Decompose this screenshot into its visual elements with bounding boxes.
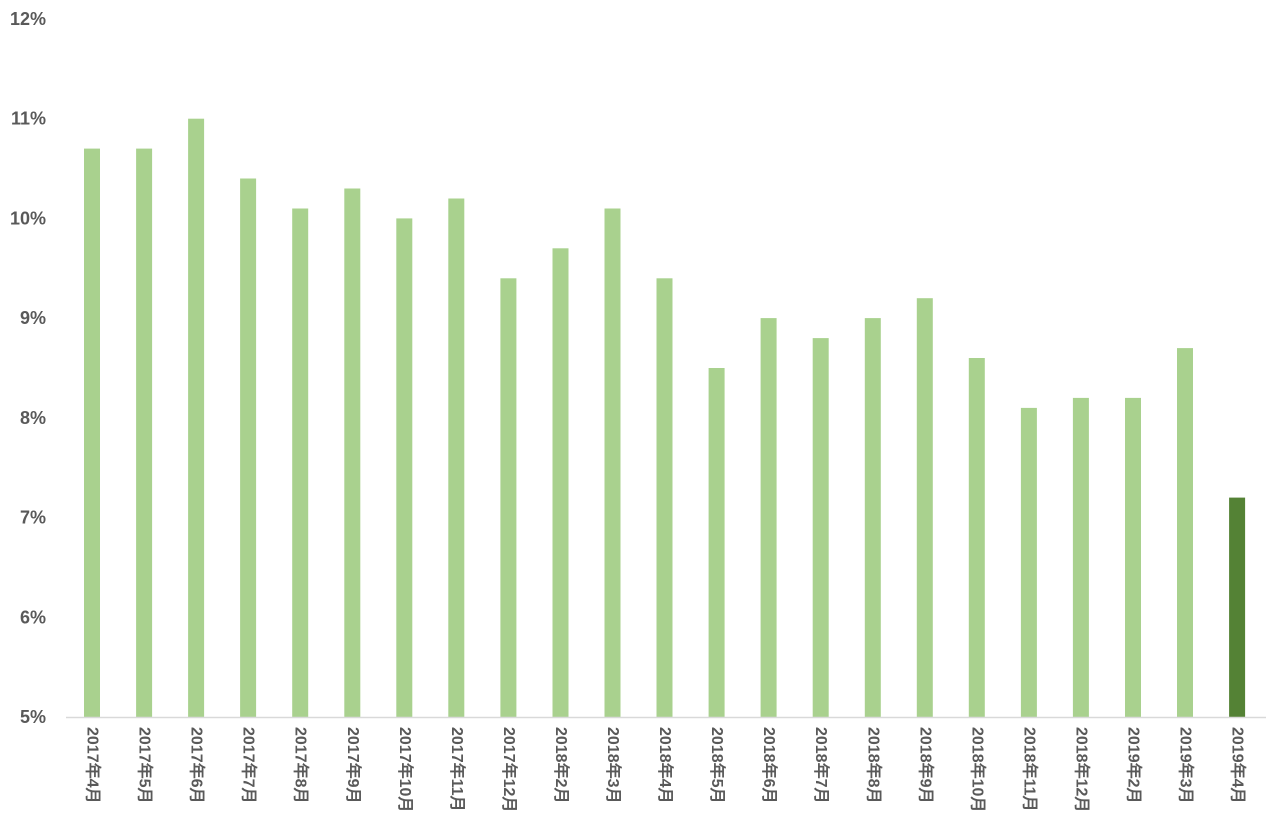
x-tick-label: 2018年2月 xyxy=(552,727,571,804)
y-tick-label: 11% xyxy=(11,109,46,129)
bar xyxy=(136,148,153,718)
x-tick-label: 2018年10月 xyxy=(968,727,987,812)
x-tick-label: 2018年7月 xyxy=(812,727,831,804)
x-tick-label: 2017年9月 xyxy=(344,727,363,804)
x-tick-label: 2017年5月 xyxy=(136,727,155,804)
x-tick-label: 2017年7月 xyxy=(240,727,259,804)
bar xyxy=(760,318,777,717)
bar xyxy=(188,118,205,717)
bar xyxy=(812,338,829,717)
x-tick-label: 2017年8月 xyxy=(292,727,311,804)
y-tick-label: 5% xyxy=(20,707,46,727)
x-tick-label: 2018年3月 xyxy=(604,727,623,804)
x-tick-label: 2019年3月 xyxy=(1177,727,1196,804)
bar xyxy=(84,148,100,718)
y-tick-label: 8% xyxy=(20,408,46,428)
bars xyxy=(84,118,1246,718)
y-tick-label: 6% xyxy=(20,607,46,627)
bar xyxy=(708,368,725,717)
x-tick-label: 2017年12月 xyxy=(500,727,519,812)
x-tick-label: 2017年10月 xyxy=(396,727,415,812)
bar xyxy=(344,188,361,717)
bar xyxy=(864,318,881,717)
x-tick-label: 2018年6月 xyxy=(760,727,779,804)
bar xyxy=(916,298,933,717)
x-tick-label: 2017年6月 xyxy=(188,727,207,804)
y-tick-label: 7% xyxy=(20,508,46,528)
y-axis-labels: 5% 6% 7% 8% 9% 10% 11% 12% xyxy=(10,9,46,727)
x-tick-label: 2018年8月 xyxy=(864,727,883,804)
y-tick-label: 10% xyxy=(10,208,46,228)
bar xyxy=(604,208,621,717)
bar xyxy=(1125,397,1141,717)
bar xyxy=(500,278,517,717)
bar xyxy=(968,358,985,717)
bar xyxy=(396,218,413,717)
x-tick-label: 2017年11月 xyxy=(448,727,467,812)
x-tick-label: 2018年9月 xyxy=(916,727,935,804)
x-tick-label: 2019年2月 xyxy=(1125,727,1144,804)
bar xyxy=(448,198,465,717)
bar xyxy=(240,178,257,717)
bar xyxy=(552,248,569,718)
y-tick-label: 12% xyxy=(10,9,46,29)
bar xyxy=(656,278,673,717)
bar xyxy=(292,208,309,717)
x-tick-label: 2018年5月 xyxy=(708,727,727,804)
bar-highlight xyxy=(1229,497,1246,717)
x-tick-label: 2018年4月 xyxy=(656,727,675,804)
bar xyxy=(1177,348,1193,717)
x-tick-label: 2019年4月 xyxy=(1229,727,1248,804)
x-tick-label: 2017年4月 xyxy=(84,727,103,804)
y-tick-label: 9% xyxy=(20,308,46,328)
bar xyxy=(1020,407,1037,717)
x-tick-label: 2018年12月 xyxy=(1072,727,1091,812)
bar xyxy=(1072,397,1089,717)
x-axis-labels: 2017年4月 2017年5月 2017年6月 2017年7月 2017年8月 2017年… xyxy=(84,727,1248,812)
x-tick-label: 2018年11月 xyxy=(1020,727,1039,812)
